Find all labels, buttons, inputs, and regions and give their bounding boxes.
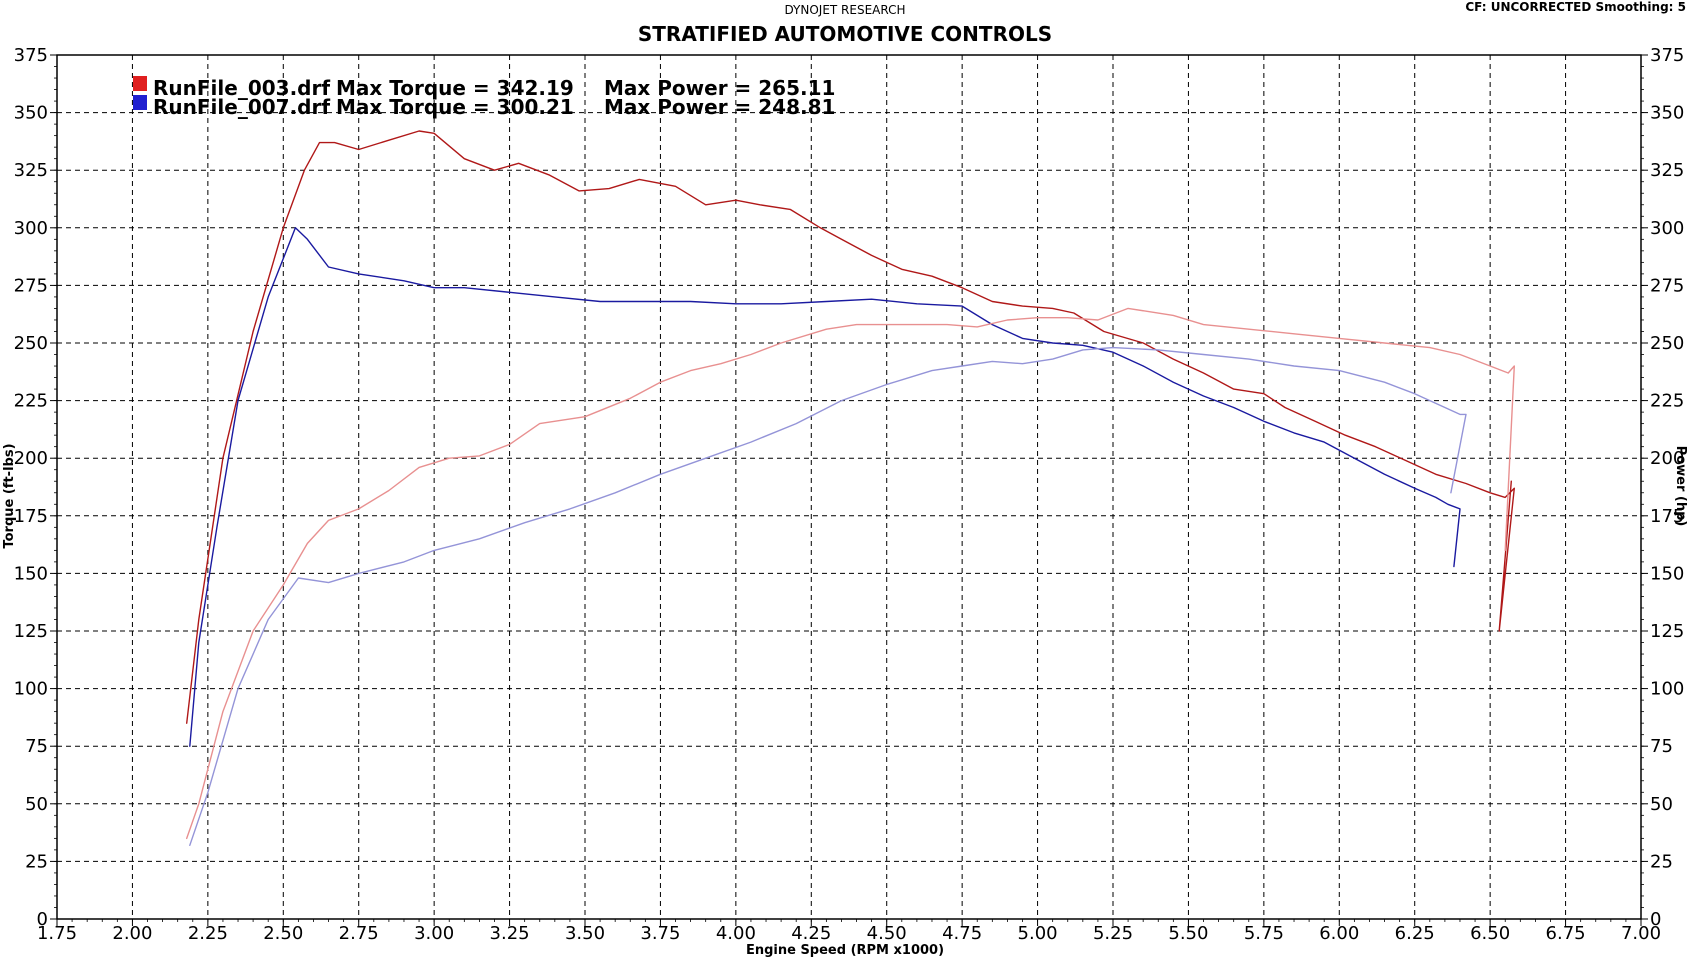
- x-tick-label: 2.00: [112, 923, 152, 944]
- y-tick-label-right: 125: [1650, 621, 1684, 642]
- series-line-runfile-003-drf-torque: [185, 130, 1516, 724]
- y-tick-label-right: 100: [1650, 679, 1684, 700]
- x-tick-label: 3.50: [565, 923, 605, 944]
- series-line-runfile-007-drf-power: [189, 346, 1467, 846]
- y-tick-label-right: 175: [1650, 506, 1684, 527]
- series-lines: [185, 130, 1516, 846]
- x-tick-label: 4.00: [716, 923, 756, 944]
- y-tick-label-left: 125: [14, 621, 48, 642]
- y-tick-label-left: 150: [14, 563, 48, 584]
- y-tick-label-right: 200: [1650, 448, 1684, 469]
- x-tick-label: 4.25: [791, 923, 831, 944]
- y-tick-label-right: 25: [1650, 851, 1673, 872]
- x-axis-title: Engine Speed (RPM x1000): [746, 943, 944, 957]
- y-tick-label-left: 100: [14, 679, 48, 700]
- y-tick-label-left: 300: [14, 218, 48, 239]
- x-tick-label: 3.25: [490, 923, 530, 944]
- x-tick-label: 5.00: [1018, 923, 1058, 944]
- x-tick-label: 3.75: [640, 923, 680, 944]
- legend-power-run003: Max Power = 265.11: [604, 76, 835, 100]
- x-tick-label: 6.25: [1395, 923, 1435, 944]
- x-tick-label: 6.00: [1319, 923, 1359, 944]
- y-tick-label-left: 350: [14, 103, 48, 124]
- y-tick-label-left: 250: [14, 333, 48, 354]
- legend-power-run007: Max Power = 248.81: [604, 95, 835, 119]
- x-tick-label: 7.00: [1621, 923, 1661, 944]
- x-tick-label: 4.50: [867, 923, 907, 944]
- y-tick-label-left: 275: [14, 275, 48, 296]
- x-tick-label: 4.75: [942, 923, 982, 944]
- y-tick-label-left: 325: [14, 160, 48, 181]
- y-tick-label-left: 25: [25, 851, 48, 872]
- series-line-runfile-007-drf-torque: [189, 227, 1461, 747]
- y-tick-label-right: 375: [1650, 45, 1684, 66]
- legend-torque-run007: Max Torque = 300.21: [336, 95, 574, 119]
- y-tick-label-right: 300: [1650, 218, 1684, 239]
- y-tick-label-left: 175: [14, 506, 48, 527]
- chart-title: STRATIFIED AUTOMOTIVE CONTROLS: [638, 22, 1052, 46]
- y-tick-label-left: 200: [14, 448, 48, 469]
- header-top-center: DYNOJET RESEARCH: [784, 3, 905, 17]
- y-tick-label-left: 50: [25, 794, 48, 815]
- x-tick-label: 6.50: [1470, 923, 1510, 944]
- header-top-right: CF: UNCORRECTED Smoothing: 5: [1465, 0, 1686, 14]
- x-tick-label: 2.25: [188, 923, 228, 944]
- y-axis-title-right: Power (hp): [1673, 446, 1688, 527]
- x-tick-label: 6.75: [1546, 923, 1586, 944]
- legend: RunFile_003.drf Max Torque = 342.19 Max …: [133, 76, 835, 119]
- x-tick-label: 2.50: [263, 923, 303, 944]
- legend-file-run003: RunFile_003.drf: [153, 76, 330, 100]
- x-tick-label: 2.75: [339, 923, 379, 944]
- y-tick-label-left: 75: [25, 736, 48, 757]
- legend-swatch-run003: [133, 76, 147, 91]
- y-tick-label-right: 50: [1650, 794, 1673, 815]
- y-tick-label-right: 150: [1650, 563, 1684, 584]
- y-tick-label-left: 0: [37, 909, 48, 930]
- x-tick-label: 3.00: [414, 923, 454, 944]
- x-tick-label: 5.75: [1244, 923, 1284, 944]
- y-tick-label-left: 225: [14, 391, 48, 412]
- x-tick-label: 5.50: [1168, 923, 1208, 944]
- y-tick-label-right: 250: [1650, 333, 1684, 354]
- grid: [57, 55, 1641, 919]
- y-tick-label-right: 0: [1650, 909, 1661, 930]
- legend-file-run007: RunFile_007.drf: [153, 95, 330, 119]
- y-axis-title-left: Torque (ft-lbs): [2, 443, 17, 548]
- y-tick-label-right: 225: [1650, 391, 1684, 412]
- y-tick-label-right: 325: [1650, 160, 1684, 181]
- y-tick-label-left: 375: [14, 45, 48, 66]
- plot-frame: [56, 54, 1642, 920]
- y-tick-label-right: 350: [1650, 103, 1684, 124]
- axis-ticks: 1.75 2.00 2.25 2.50 2.75 3.00 3.25 3.50 3.75 4.00…: [14, 45, 1685, 944]
- series-line-runfile-003-drf-power: [185, 307, 1516, 840]
- y-tick-label-right: 275: [1650, 275, 1684, 296]
- legend-swatch-run007: [133, 95, 147, 110]
- legend-torque-run003: Max Torque = 342.19: [336, 76, 574, 100]
- x-tick-label: 5.25: [1093, 923, 1133, 944]
- x-tick-label: 1.75: [37, 923, 77, 944]
- y-tick-label-right: 75: [1650, 736, 1673, 757]
